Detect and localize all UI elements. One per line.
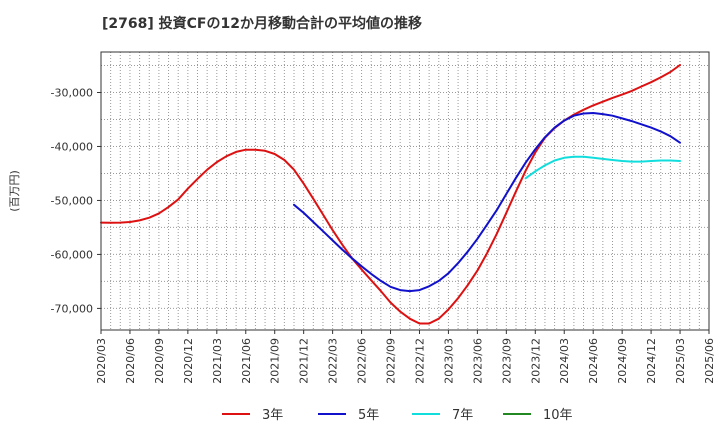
y-tick-label: -50,000 (51, 194, 93, 207)
x-tick-label: 2024/12 (645, 338, 658, 384)
chart-title: [2768] 投資CFの12か月移動合計の平均値の推移 (102, 16, 422, 32)
x-tick-label: 2023/06 (471, 338, 484, 384)
x-tick-label: 2023/09 (500, 338, 513, 384)
y-tick-label: -40,000 (51, 140, 93, 153)
plot-frame (100, 51, 710, 331)
x-tick-label: 2024/03 (558, 338, 571, 384)
x-tick-label: 2021/03 (211, 338, 224, 384)
axes: -30,000 -40,000 -50,000 -60,000 -70,000 (百万円)… (8, 51, 716, 384)
x-tick-label: 2022/12 (413, 338, 426, 384)
series-line-3 (524, 155, 681, 180)
legend-label-3: 7年 (452, 408, 473, 423)
x-tick-label: 2022/03 (327, 338, 340, 384)
grid-lines (100, 52, 710, 330)
x-tick-label: 2020/06 (124, 338, 137, 384)
y-axis-label: (百万円) (8, 170, 21, 212)
series-line-2 (293, 112, 681, 293)
x-tick-label: 2025/06 (703, 338, 716, 384)
legend-label-1: 3年 (262, 408, 283, 423)
legend: 3年 5年 7年 10年 (222, 408, 573, 423)
x-tick-label: 2020/09 (153, 338, 166, 384)
x-tick-label: 2023/12 (529, 338, 542, 384)
x-tick-label: 2021/12 (298, 338, 311, 384)
x-tick-label: 2023/03 (442, 338, 455, 384)
legend-label-2: 5年 (358, 408, 379, 423)
plot-area (101, 52, 709, 330)
x-tick-label: 2025/03 (674, 338, 687, 384)
x-tick-label: 2022/09 (385, 338, 398, 384)
series-line-1 (100, 64, 681, 325)
x-tick-label: 2020/12 (182, 338, 195, 384)
x-tick-label: 2024/09 (616, 338, 629, 384)
x-tick-label: 2022/06 (356, 338, 369, 384)
y-tick-label: -70,000 (51, 302, 93, 315)
series-layer (100, 64, 681, 325)
x-tick-label: 2020/03 (95, 338, 108, 384)
y-tick-label: -30,000 (51, 86, 93, 99)
legend-label-4: 10年 (543, 408, 573, 423)
x-tick-label: 2024/06 (587, 338, 600, 384)
x-tick-label: 2021/06 (240, 338, 253, 384)
y-tick-label: -60,000 (51, 248, 93, 261)
x-tick-label: 2021/09 (269, 338, 282, 384)
